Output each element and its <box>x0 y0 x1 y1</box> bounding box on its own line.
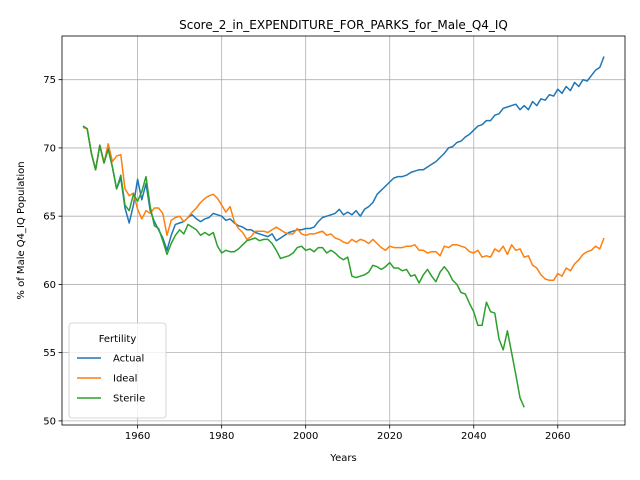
x-tick-label: 2000 <box>293 431 318 442</box>
series-line-ideal <box>82 126 605 282</box>
y-tick-label: 50 <box>43 416 56 427</box>
legend-label-ideal: Ideal <box>113 374 137 385</box>
x-tick-label: 2060 <box>545 431 570 442</box>
x-tick-label: 1960 <box>125 431 150 442</box>
y-axis: 50 55 60 65 70 75 <box>43 75 62 427</box>
x-axis-label: Years <box>329 453 356 464</box>
x-tick-label: 1980 <box>209 431 234 442</box>
series-line-actual <box>82 56 605 252</box>
chart-title: Score_2_in_EXPENDITURE_FOR_PARKS_for_Mal… <box>179 18 508 32</box>
series-line-sterile <box>82 125 525 408</box>
y-tick-label: 65 <box>43 212 56 223</box>
y-tick-label: 75 <box>43 75 56 86</box>
legend-box <box>68 322 167 419</box>
legend: Fertility Actual Ideal Sterile <box>68 322 167 419</box>
legend-label-actual: Actual <box>113 354 144 365</box>
legend-title: Fertility <box>99 334 137 345</box>
x-tick-label: 2020 <box>377 431 402 442</box>
y-axis-label: % of Male Q4_IQ Population <box>16 161 27 299</box>
plot-frame <box>61 35 626 426</box>
x-tick-label: 2040 <box>461 431 486 442</box>
y-tick-label: 55 <box>43 348 56 359</box>
legend-label-sterile: Sterile <box>113 394 145 405</box>
x-axis: 1960 1980 2000 2020 2040 2060 <box>125 425 571 442</box>
legend-entries: Actual Ideal Sterile <box>77 354 145 405</box>
y-tick-label: 70 <box>43 143 56 154</box>
y-tick-label: 60 <box>43 280 56 291</box>
series-lines <box>82 56 605 408</box>
